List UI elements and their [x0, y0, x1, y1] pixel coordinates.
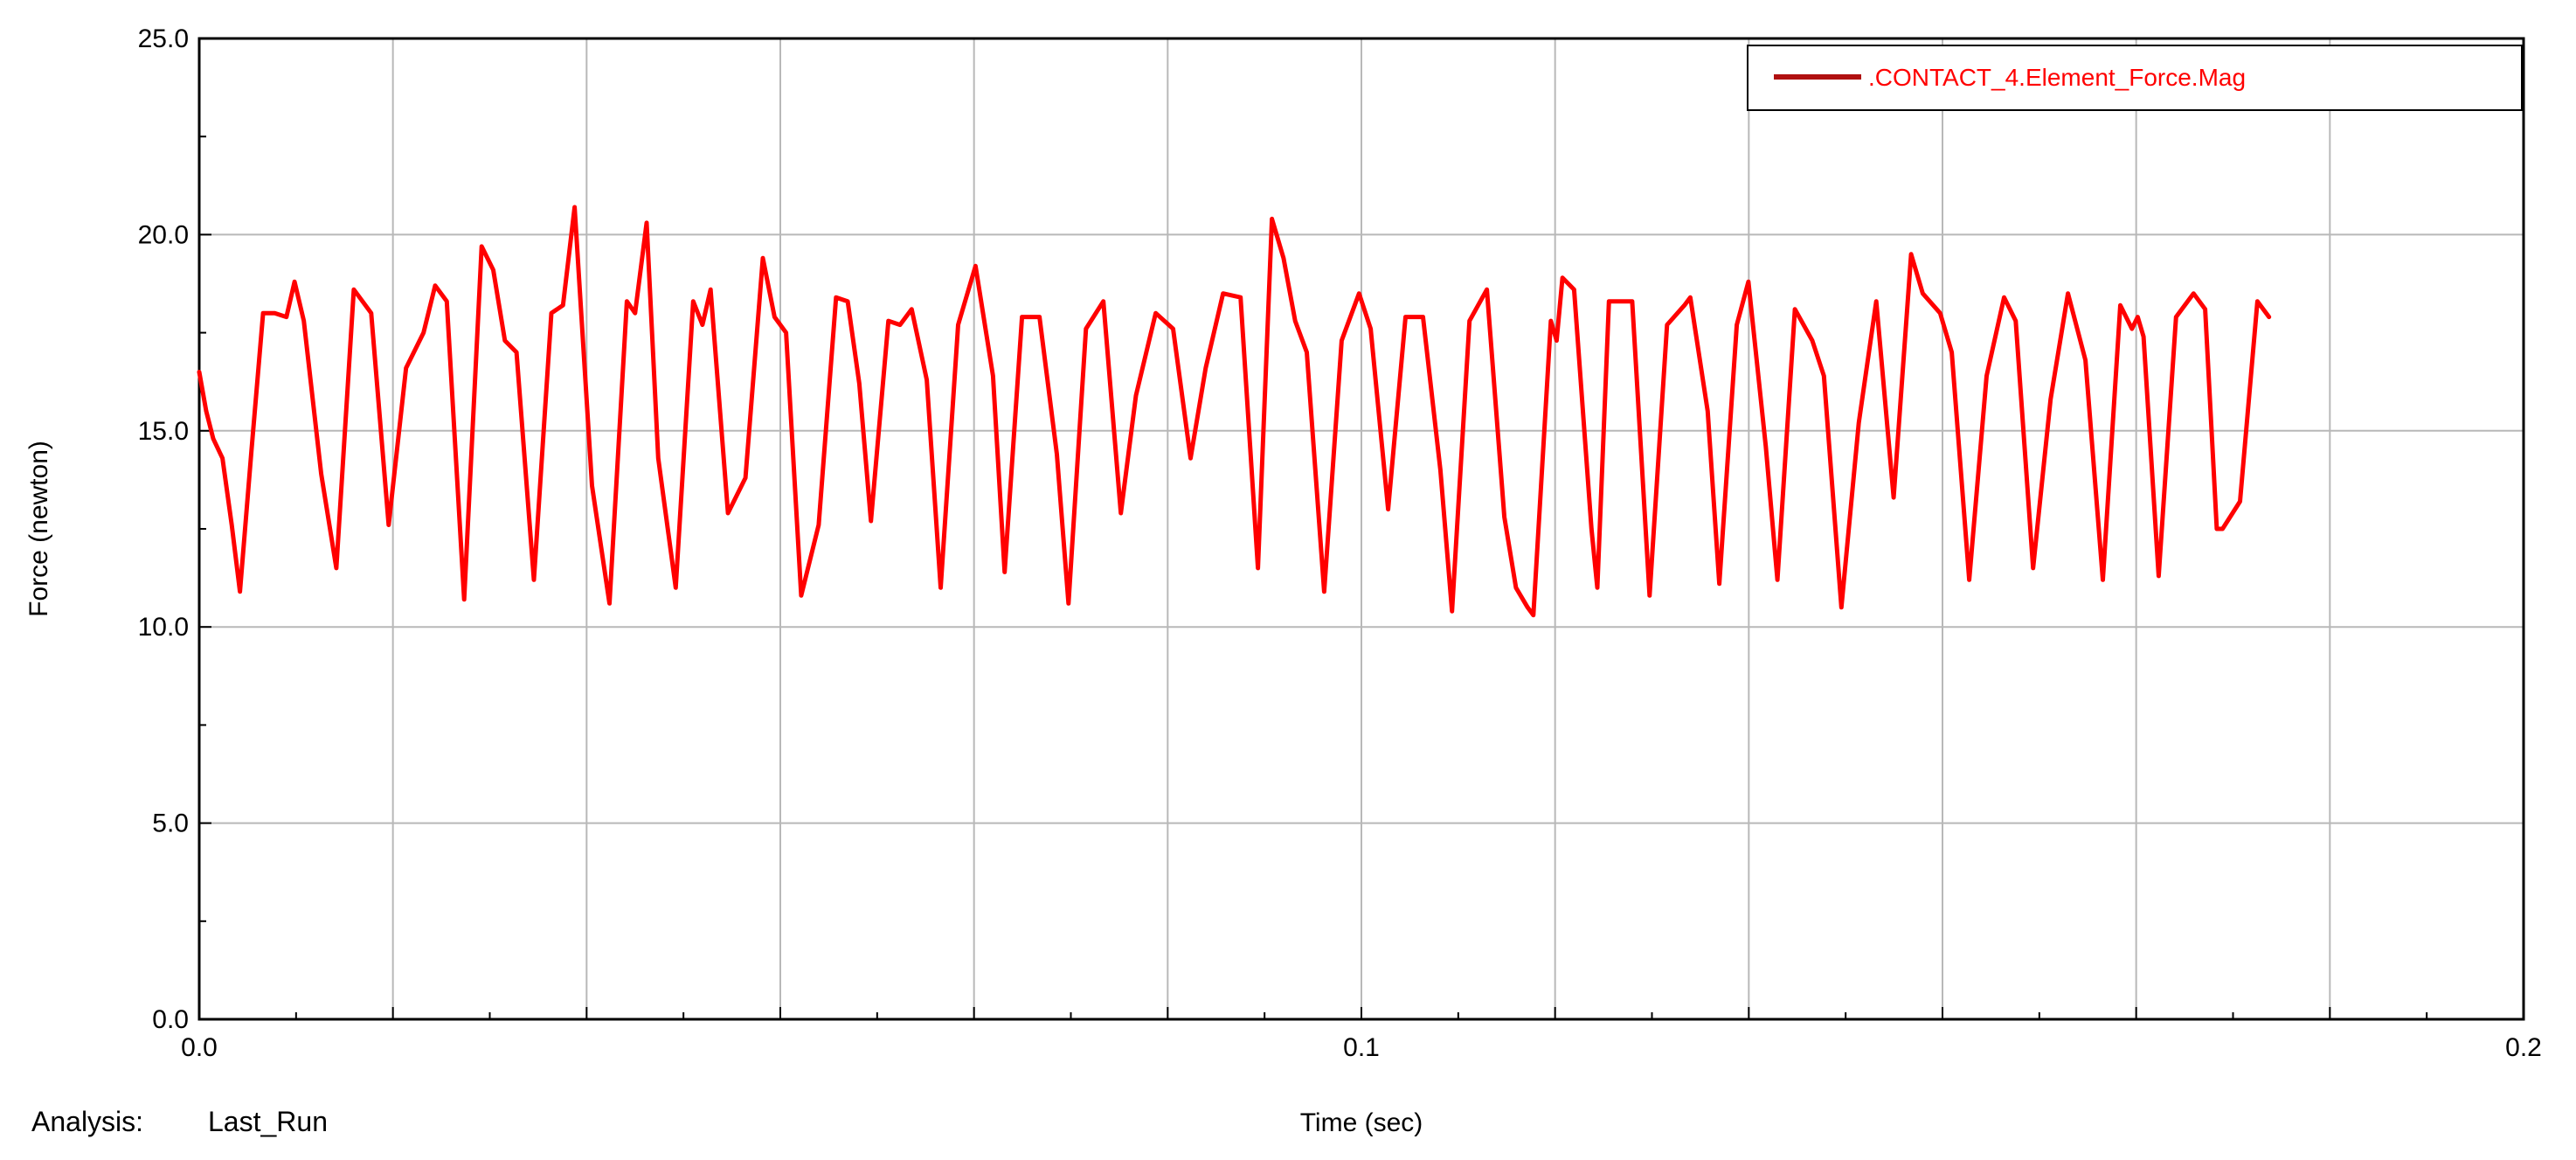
y-tick-label: 10.0	[138, 613, 189, 642]
y-tick-label: 5.0	[152, 809, 189, 838]
y-tick-label: 0.0	[152, 1005, 189, 1034]
x-tick-label: 0.0	[181, 1033, 218, 1062]
y-tick-labels: 0.0 5.0 10.0 15.0 20.0 25.0	[138, 24, 189, 1034]
analysis-label: Analysis:	[31, 1106, 143, 1137]
series-line	[197, 205, 2272, 618]
grid	[199, 38, 2524, 1019]
y-axis-title: Force (newton)	[24, 441, 53, 617]
legend-label: .CONTACT_4.Element_Force.Mag	[1868, 64, 2246, 91]
legend-box	[1747, 45, 2523, 111]
y-tick-label: 20.0	[138, 220, 189, 249]
analysis-value: Last_Run	[208, 1106, 328, 1137]
minor-ticks	[199, 135, 2428, 1019]
y-tick-label: 15.0	[138, 417, 189, 446]
x-tick-labels: 0.0 0.1 0.2	[181, 1033, 2542, 1062]
plot-frame	[197, 37, 2525, 1021]
x-tick-label: 0.2	[2505, 1033, 2542, 1062]
x-tick-label: 0.1	[1343, 1033, 1380, 1062]
y-tick-label: 25.0	[138, 24, 189, 53]
x-axis-title: Time (sec)	[1300, 1108, 1423, 1137]
legend: .CONTACT_4.Element_Force.Mag	[1747, 45, 2523, 111]
